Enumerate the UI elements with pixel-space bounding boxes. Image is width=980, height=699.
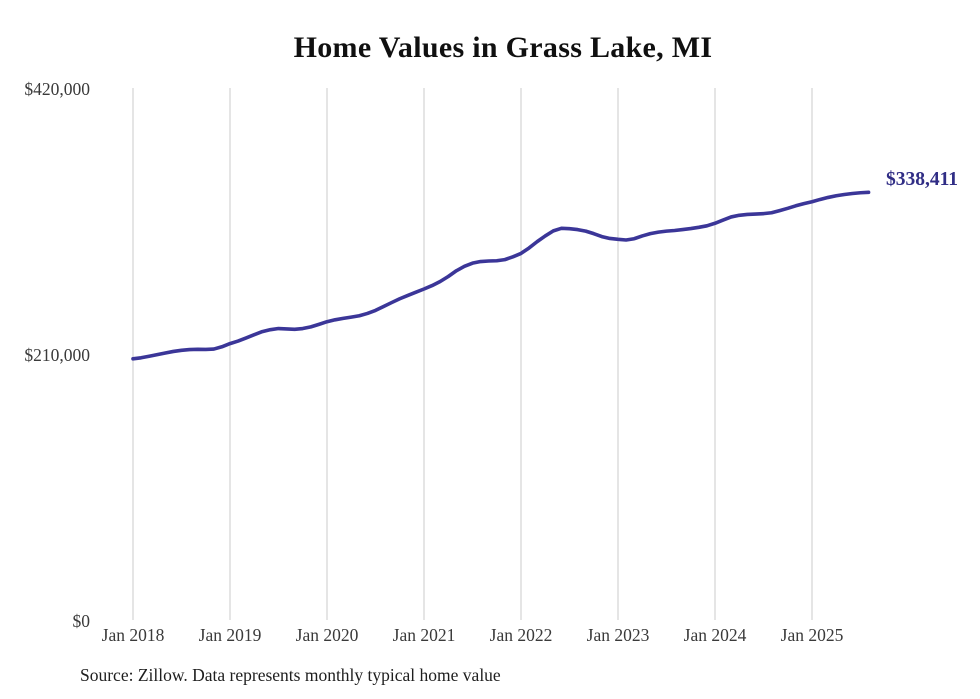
x-axis-tick-label: Jan 2025 xyxy=(780,625,844,645)
x-axis-tick-label: Jan 2019 xyxy=(198,625,262,645)
x-axis-tick-label: Jan 2021 xyxy=(392,625,456,645)
gridline-group xyxy=(132,88,813,620)
x-axis-tick-label: Jan 2022 xyxy=(489,625,553,645)
source-note: Source: Zillow. Data represents monthly … xyxy=(80,665,501,685)
x-axis-tick-label: Jan 2020 xyxy=(295,625,359,645)
home-value-line xyxy=(131,190,871,361)
y-axis-tick-label: $420,000 xyxy=(24,79,90,99)
x-axis-tick-label: Jan 2023 xyxy=(586,625,650,645)
y-axis-tick-label: $210,000 xyxy=(24,345,90,365)
y-axis-tick-label: $0 xyxy=(72,611,91,631)
chart-title: Home Values in Grass Lake, MI xyxy=(293,31,713,64)
x-axis-tick-label: Jan 2018 xyxy=(101,625,165,645)
x-axis-tick-label: Jan 2024 xyxy=(683,625,747,645)
end-value-label: $338,411 xyxy=(886,169,959,190)
